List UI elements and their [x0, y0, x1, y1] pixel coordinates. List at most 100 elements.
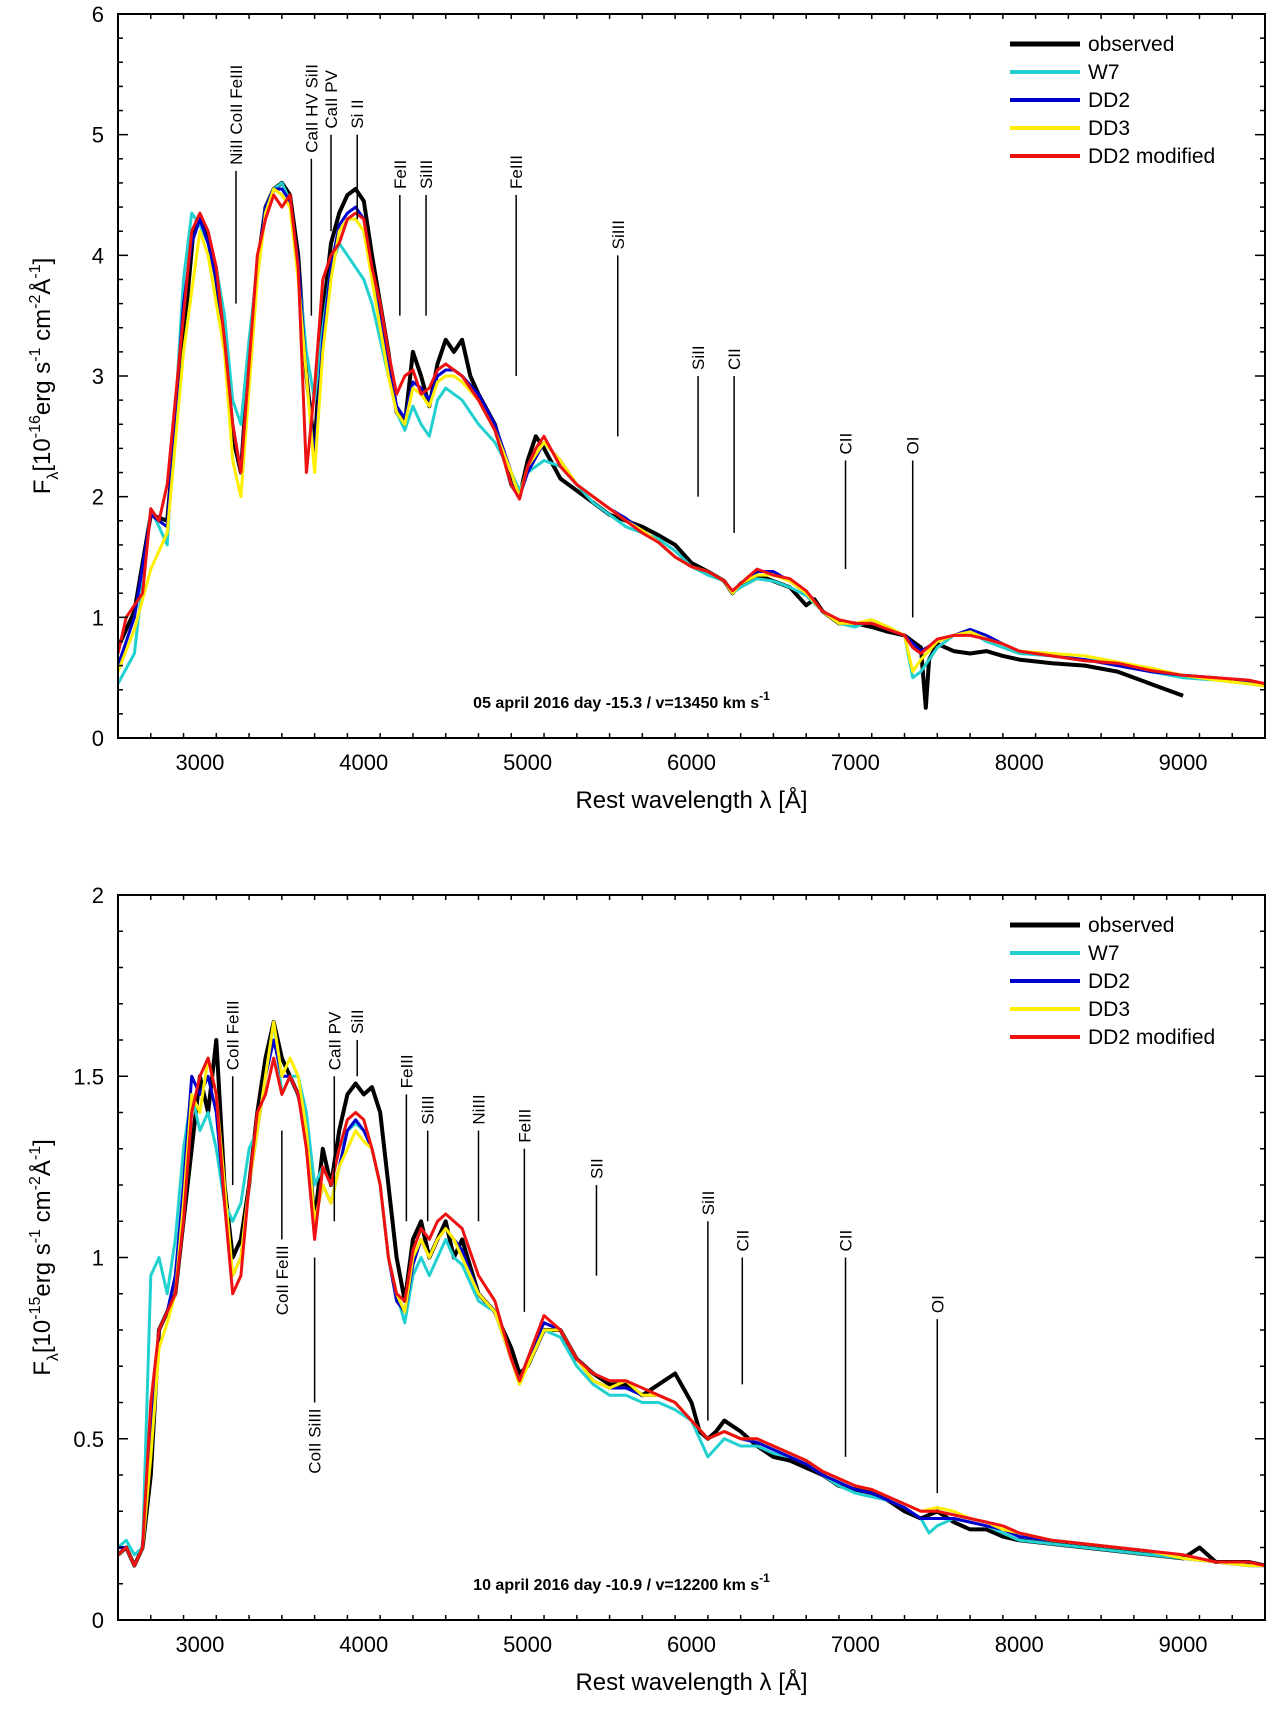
top-epoch-exp: -1 — [759, 689, 770, 703]
bottom-ylabel-part: [10 — [29, 1320, 56, 1353]
bottom-line-id-label: OI — [928, 1295, 947, 1313]
bottom-line-id-label: SiIII — [419, 1095, 438, 1124]
bottom-legend-label: observed — [1088, 914, 1174, 937]
top-xtick-label: 9000 — [1159, 750, 1208, 775]
top-xtick-label: 3000 — [175, 750, 224, 775]
top-xtick-label: 5000 — [503, 750, 552, 775]
top-panel: 3000 4000 5000 6000 7000 8000 9000 0 1 2 3 4 5 6 Rest … — [27, 2, 1266, 814]
bottom-epoch-exp: -1 — [759, 1571, 770, 1585]
bottom-ytick-label: 0 — [92, 1608, 104, 1633]
bottom-line-id-label: CoII SiIII — [306, 1409, 325, 1474]
bottom-ytick-label: 0.5 — [73, 1427, 104, 1452]
bottom-ylabel-part: Å — [28, 1160, 56, 1176]
bottom-xtick-label: 3000 — [175, 1632, 224, 1657]
top-line-id-label: Si II — [348, 99, 367, 128]
top-line-id-label: FeII — [391, 160, 410, 189]
top-ylabel: Fλ[10-16erg s-1 cm-2Å-1] — [27, 258, 62, 495]
bottom-ylabel-part: cm — [29, 1190, 56, 1229]
top-xtick-label: 4000 — [339, 750, 388, 775]
bottom-legend-label: DD3 — [1088, 998, 1130, 1021]
bottom-series-dd2-modified — [118, 1056, 1265, 1568]
top-series-w7 — [118, 181, 1265, 688]
top-line-id-label: FeIII — [507, 155, 526, 189]
top-ylabel-part: F — [29, 480, 56, 495]
top-legend-label: DD2 modified — [1088, 145, 1215, 168]
bottom-line-id-label: CII — [837, 1230, 856, 1252]
bottom-epoch-text: 10 april 2016 day -10.9 / v=12200 km s — [473, 1577, 759, 1594]
bottom-ylabel-part: -1 — [27, 1146, 44, 1160]
bottom-ylabel-part: λ — [45, 1353, 62, 1361]
top-epoch-text: 05 april 2016 day -15.3 / v=13450 km s — [473, 695, 759, 712]
top-legend-label: DD3 — [1088, 117, 1130, 140]
top-ylabel-part: ] — [29, 258, 56, 265]
top-legend: observed W7 DD2 DD3 DD2 modified — [1010, 33, 1215, 168]
bottom-line-id-label: SII — [587, 1158, 606, 1179]
top-ylabel-part: -1 — [27, 347, 44, 361]
top-line-id-label: CaII HV SiII — [302, 64, 321, 153]
bottom-legend-label: DD2 — [1088, 970, 1130, 993]
bottom-line-id-label: CoII FeIII — [273, 1245, 292, 1315]
top-line-id-label: NiII CoII FeIII — [227, 65, 246, 165]
bottom-ylabel-part: erg s — [29, 1243, 56, 1296]
bottom-ylabel-part: F — [29, 1361, 56, 1376]
top-ytick-label: 0 — [92, 726, 104, 751]
top-line-id-label: CII — [725, 348, 744, 370]
bottom-xtick-label: 7000 — [831, 1632, 880, 1657]
bottom-line-id-label: NiIII — [469, 1094, 488, 1124]
bottom-xtick-label: 9000 — [1159, 1632, 1208, 1657]
bottom-legend: observed W7 DD2 DD3 DD2 modified — [1010, 914, 1215, 1049]
bottom-xtick-label: 4000 — [339, 1632, 388, 1657]
bottom-xlabel: Rest wavelength λ [Å] — [575, 1668, 807, 1696]
bottom-ylabel-part: ] — [29, 1139, 56, 1146]
top-line-id-label: CII — [837, 433, 856, 455]
top-ylabel-part: erg s — [29, 362, 56, 415]
bottom-line-id-label: FeIII — [515, 1109, 534, 1143]
bottom-legend-label: W7 — [1088, 942, 1120, 965]
top-legend-label: observed — [1088, 33, 1174, 56]
bottom-line-id-label: SiII — [699, 1191, 718, 1216]
top-ylabel-part: -16 — [27, 415, 44, 438]
top-xtick-label: 6000 — [667, 750, 716, 775]
top-line-id-label: CaII PV — [322, 69, 341, 128]
top-ytick-label: 4 — [92, 243, 104, 268]
top-xtick-label: 8000 — [995, 750, 1044, 775]
top-legend-label: W7 — [1088, 61, 1120, 84]
bottom-panel: 3000 4000 5000 6000 7000 8000 9000 0 0.5 1 1.5 2 Res… — [27, 883, 1266, 1696]
top-series-observed — [118, 180, 1184, 710]
top-series-dd3 — [118, 187, 1265, 688]
top-line-id-label: SiII — [689, 345, 708, 370]
top-line-id-label: SiIII — [417, 160, 436, 189]
bottom-plot-area — [118, 1019, 1265, 1568]
top-ylabel-part: Å — [28, 279, 56, 295]
bottom-legend-label: DD2 modified — [1088, 1026, 1215, 1049]
bottom-line-id-label: CaII PV — [325, 1011, 344, 1070]
bottom-ylabel-part: -15 — [27, 1297, 44, 1320]
top-ytick-label: 2 — [92, 485, 104, 510]
bottom-line-id-label: CoII FeIII — [224, 1000, 243, 1070]
bottom-xtick-label: 5000 — [503, 1632, 552, 1657]
bottom-xtick-label: 8000 — [995, 1632, 1044, 1657]
top-ytick-label: 5 — [92, 123, 104, 148]
top-ylabel-part: [10 — [29, 438, 56, 471]
bottom-epoch-label: 10 april 2016 day -10.9 / v=12200 km s-1 — [473, 1571, 770, 1594]
bottom-ylabel-part: -2 — [27, 1176, 44, 1190]
bottom-ytick-label: 2 — [92, 883, 104, 908]
top-ylabel-part: λ — [45, 472, 62, 480]
top-xtick-label: 7000 — [831, 750, 880, 775]
bottom-ytick-label: 1.5 — [73, 1064, 104, 1089]
top-ylabel-part: cm — [29, 309, 56, 348]
top-plot-area — [118, 180, 1265, 710]
bottom-line-id-label: SiII — [348, 1009, 367, 1034]
bottom-line-id-label: FeIII — [397, 1054, 416, 1088]
bottom-ylabel-part: -1 — [27, 1229, 44, 1243]
top-ytick-label: 1 — [92, 605, 104, 630]
bottom-ytick-label: 1 — [92, 1246, 104, 1271]
top-line-id-label: SiIII — [609, 220, 628, 249]
bottom-xtick-label: 6000 — [667, 1632, 716, 1657]
bottom-ylabel: Fλ[10-15erg s-1 cm-2Å-1] — [27, 1139, 62, 1376]
top-xlabel: Rest wavelength λ [Å] — [575, 786, 807, 814]
top-epoch-label: 05 april 2016 day -15.3 / v=13450 km s-1 — [473, 689, 770, 712]
top-ylabel-part: -1 — [27, 264, 44, 278]
